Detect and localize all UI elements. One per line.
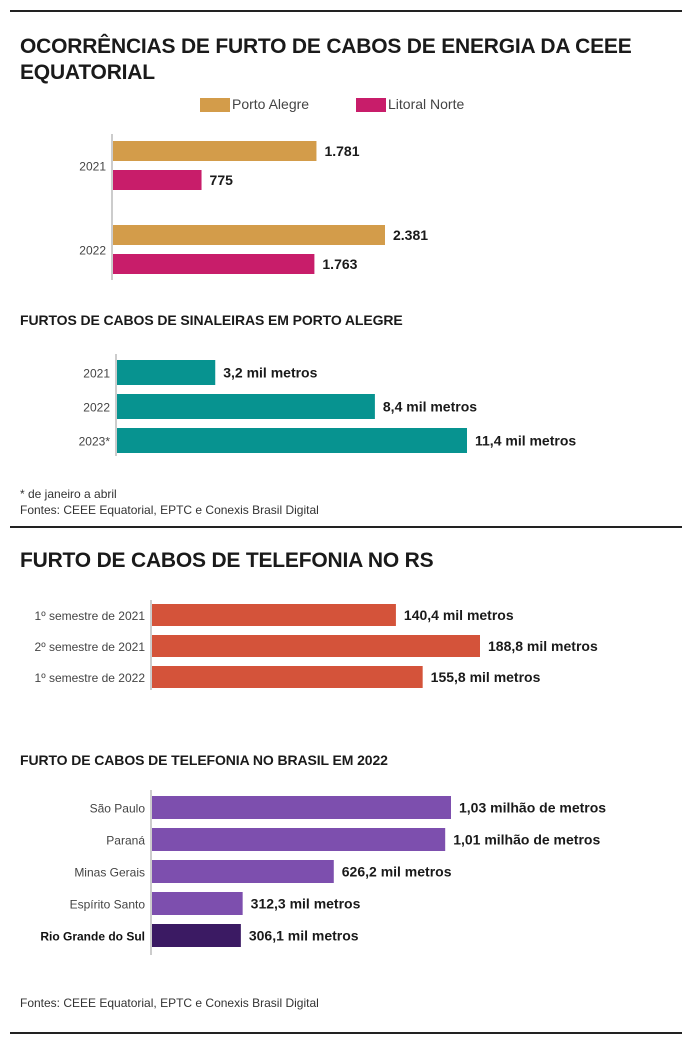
bar-rio-grande-do-sul (152, 924, 241, 947)
bar-sao-paulo (152, 796, 451, 819)
legend-label-porto-alegre: Porto Alegre (232, 96, 310, 112)
value-label-2022-porto-alegre: 2.381 (393, 227, 428, 243)
category-label-1-semestre-de-2021: 1º semestre de 2021 (35, 609, 146, 623)
category-label-parana: Paraná (106, 834, 145, 848)
bar-2022 (117, 394, 375, 419)
bar-1-semestre-de-2021 (152, 604, 396, 626)
bar-espirito-santo (152, 892, 243, 915)
bottom-rule (10, 1032, 682, 1034)
bar-2022-porto-alegre (113, 225, 385, 245)
chart2-traffic-light-cables: 3,2 mil metros 2021 8,4 mil metros 2022 11,4… (79, 354, 576, 456)
chart1-title: OCORRÊNCIAS DE FURTO DE CABOS DE ENERGIA… (20, 35, 632, 84)
category-label-2022: 2022 (79, 244, 106, 258)
category-label-2022: 2022 (83, 401, 110, 415)
sources-2: Fontes: CEEE Equatorial, EPTC e Conexis … (20, 996, 319, 1010)
chart4-telephony-brazil: 1,03 milhão de metros São Paulo 1,01 milhã… (40, 790, 606, 955)
value-label-2-semestre-de-2021: 188,8 mil metros (488, 638, 598, 654)
bar-2-semestre-de-2021 (152, 635, 480, 657)
value-label-minas-gerais: 626,2 mil metros (342, 864, 452, 880)
category-label-espirito-santo: Espírito Santo (70, 898, 146, 912)
value-label-2022: 8,4 mil metros (383, 399, 477, 415)
value-label-2021-litoral-norte: 775 (210, 172, 234, 188)
chart2-title: FURTOS DE CABOS DE SINALEIRAS EM PORTO A… (20, 312, 403, 328)
category-label-sao-paulo: São Paulo (90, 802, 146, 816)
category-label-2-semestre-de-2021: 2º semestre de 2021 (35, 640, 146, 654)
chart1-energy-cables: 1.781 775 2021 2.381 1.763 2022 (79, 134, 428, 280)
category-label-2023: 2023* (79, 435, 111, 449)
bar-2022-litoral-norte (113, 254, 315, 274)
chart3-title: FURTO DE CABOS DE TELEFONIA NO RS (20, 549, 434, 572)
category-label-2021: 2021 (83, 367, 110, 381)
footnote: * de janeiro a abril (20, 487, 117, 501)
value-label-espirito-santo: 312,3 mil metros (251, 896, 361, 912)
value-label-rio-grande-do-sul: 306,1 mil metros (249, 928, 359, 944)
bar-2023 (117, 428, 467, 453)
bar-2021-porto-alegre (113, 141, 317, 161)
value-label-1-semestre-de-2021: 140,4 mil metros (404, 607, 514, 623)
category-label-1-semestre-de-2022: 1º semestre de 2022 (35, 671, 146, 685)
bar-2021-litoral-norte (113, 170, 202, 190)
category-label-2021: 2021 (79, 160, 106, 174)
value-label-sao-paulo: 1,03 milhão de metros (459, 800, 606, 816)
value-label-2021: 3,2 mil metros (223, 365, 317, 381)
category-label-rio-grande-do-sul: Rio Grande do Sul (40, 930, 145, 944)
bar-parana (152, 828, 446, 851)
chart3-telephony-rs: 140,4 mil metros 1º semestre de 2021 188,8… (35, 600, 598, 690)
value-label-1-semestre-de-2022: 155,8 mil metros (431, 669, 541, 685)
legend-swatch-litoral-norte (356, 98, 386, 112)
legend-label-litoral-norte: Litoral Norte (388, 96, 465, 112)
bar-minas-gerais (152, 860, 334, 883)
bar-1-semestre-de-2022 (152, 666, 423, 688)
chart4-title: FURTO DE CABOS DE TELEFONIA NO BRASIL EM… (20, 752, 388, 768)
middle-rule (10, 526, 682, 528)
value-label-2022-litoral-norte: 1.763 (322, 256, 357, 272)
sources-1: Fontes: CEEE Equatorial, EPTC e Conexis … (20, 503, 319, 517)
value-label-2021-porto-alegre: 1.781 (324, 143, 359, 159)
category-label-minas-gerais: Minas Gerais (74, 866, 145, 880)
value-label-parana: 1,01 milhão de metros (453, 832, 600, 848)
legend-swatch-porto-alegre (200, 98, 230, 112)
value-label-2023: 11,4 mil metros (475, 433, 576, 449)
bar-2021 (117, 360, 216, 385)
top-rule (10, 10, 682, 12)
